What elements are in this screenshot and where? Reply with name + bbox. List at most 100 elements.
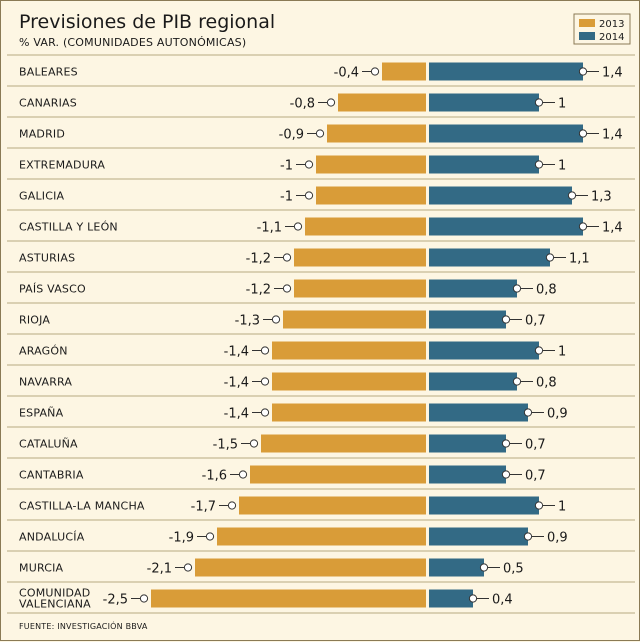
marker-2013 [260,346,270,355]
region-label: ANDALUCÍA [19,531,85,544]
bar-2014 [429,372,517,391]
marker-2014 [534,501,544,510]
value-label-2014: 1,3 [591,190,612,205]
region-label: VALENCIANA [19,598,91,611]
bar-2013 [151,589,426,608]
marker-2014 [534,160,544,169]
marker-2013 [304,160,314,169]
value-label-2014: 0,8 [536,376,557,391]
bar-2013 [261,434,426,453]
bar-2013 [250,465,426,484]
value-label-2013: -1,6 [202,469,227,484]
bar-2014 [429,434,506,453]
marker-2014 [501,315,511,324]
marker-2013 [370,67,380,76]
marker-2014 [523,408,533,417]
marker-2014 [567,191,577,200]
marker-2014 [578,129,588,138]
value-label-2013: -1,9 [169,531,194,546]
bar-2014 [429,403,528,422]
value-label-2014: 0,7 [525,438,546,453]
bar-2014 [429,217,583,236]
value-label-2013: -2,1 [147,562,172,577]
value-label-2013: -1,7 [191,500,216,515]
bar-2014 [429,558,484,577]
bar-2013 [239,496,426,515]
marker-2013 [271,315,281,324]
value-label-2014: 0,5 [503,562,524,577]
bar-2013 [382,62,426,81]
region-label: NAVARRA [19,376,72,389]
region-label: ASTURIAS [19,252,75,265]
bar-2014 [429,186,572,205]
bar-2014 [429,155,539,174]
marker-2013 [249,439,259,448]
region-label: COMUNIDAD [19,587,90,600]
bar-2013 [338,93,426,112]
region-label: GALICIA [19,190,65,203]
region-label: BALEARES [19,66,78,79]
region-label: CASTILLA Y LEÓN [19,221,118,234]
value-label-2014: 1,4 [602,221,623,236]
value-label-2014: 1 [558,500,566,515]
bar-2013 [305,217,426,236]
marker-2013 [260,377,270,386]
value-label-2013: -0,9 [279,128,304,143]
marker-2013 [293,222,303,231]
bar-2014 [429,465,506,484]
value-label-2013: -1,4 [224,407,249,422]
marker-2013 [315,129,325,138]
bar-2014 [429,248,550,267]
marker-2014 [468,594,478,603]
chart-title: Previsiones de PIB regional [19,11,275,33]
chart-source: FUENTE: INVESTIGACIÓN BBVA [19,620,148,631]
value-label-2013: -2,5 [103,593,128,608]
bar-2013 [217,527,426,546]
region-label: CATALUÑA [19,438,78,451]
value-label-2013: -1 [280,159,293,174]
value-label-2014: 0,9 [547,531,568,546]
marker-2013 [238,470,248,479]
bar-2013 [272,372,426,391]
value-label-2013: -1,2 [246,252,271,267]
value-label-2013: -1,2 [246,283,271,298]
value-label-2014: 0,7 [525,314,546,329]
marker-2014 [479,563,489,572]
bar-2014 [429,341,539,360]
legend-swatch-2013 [579,19,595,27]
legend-swatch-2014 [579,32,595,40]
bar-2014 [429,93,539,112]
bar-2014 [429,496,539,515]
region-label: ESPAÑA [19,407,64,420]
chart-rows: BALEARES -0,4 1,4 CANARIAS -0,8 1 MADRID -0,9 1,… [7,54,635,614]
value-label-2013: -1,4 [224,376,249,391]
bar-2014 [429,124,583,143]
value-label-2014: 0,4 [492,593,513,608]
region-label: MADRID [19,128,65,141]
bar-2013 [327,124,426,143]
marker-2014 [512,377,522,386]
bar-2013 [316,186,426,205]
bar-2014 [429,527,528,546]
legend-label-2013: 2013 [599,19,624,30]
region-label: CASTILLA-LA MANCHA [19,500,145,513]
marker-2013 [205,532,215,541]
region-label: EXTREMADURA [19,159,105,172]
region-label: CANARIAS [19,97,77,110]
bar-2013 [272,403,426,422]
region-label: ARAGÓN [19,345,68,358]
marker-2013 [183,563,193,572]
value-label-2014: 1,4 [602,128,623,143]
bar-2013 [195,558,426,577]
region-label: MURCIA [19,562,64,575]
legend-label-2014: 2014 [599,32,624,43]
marker-2013 [326,98,336,107]
value-label-2014: 1 [558,159,566,174]
value-label-2013: -1,3 [235,314,260,329]
marker-2013 [282,253,292,262]
bar-2013 [272,341,426,360]
value-label-2014: 1 [558,97,566,112]
value-label-2014: 0,7 [525,469,546,484]
